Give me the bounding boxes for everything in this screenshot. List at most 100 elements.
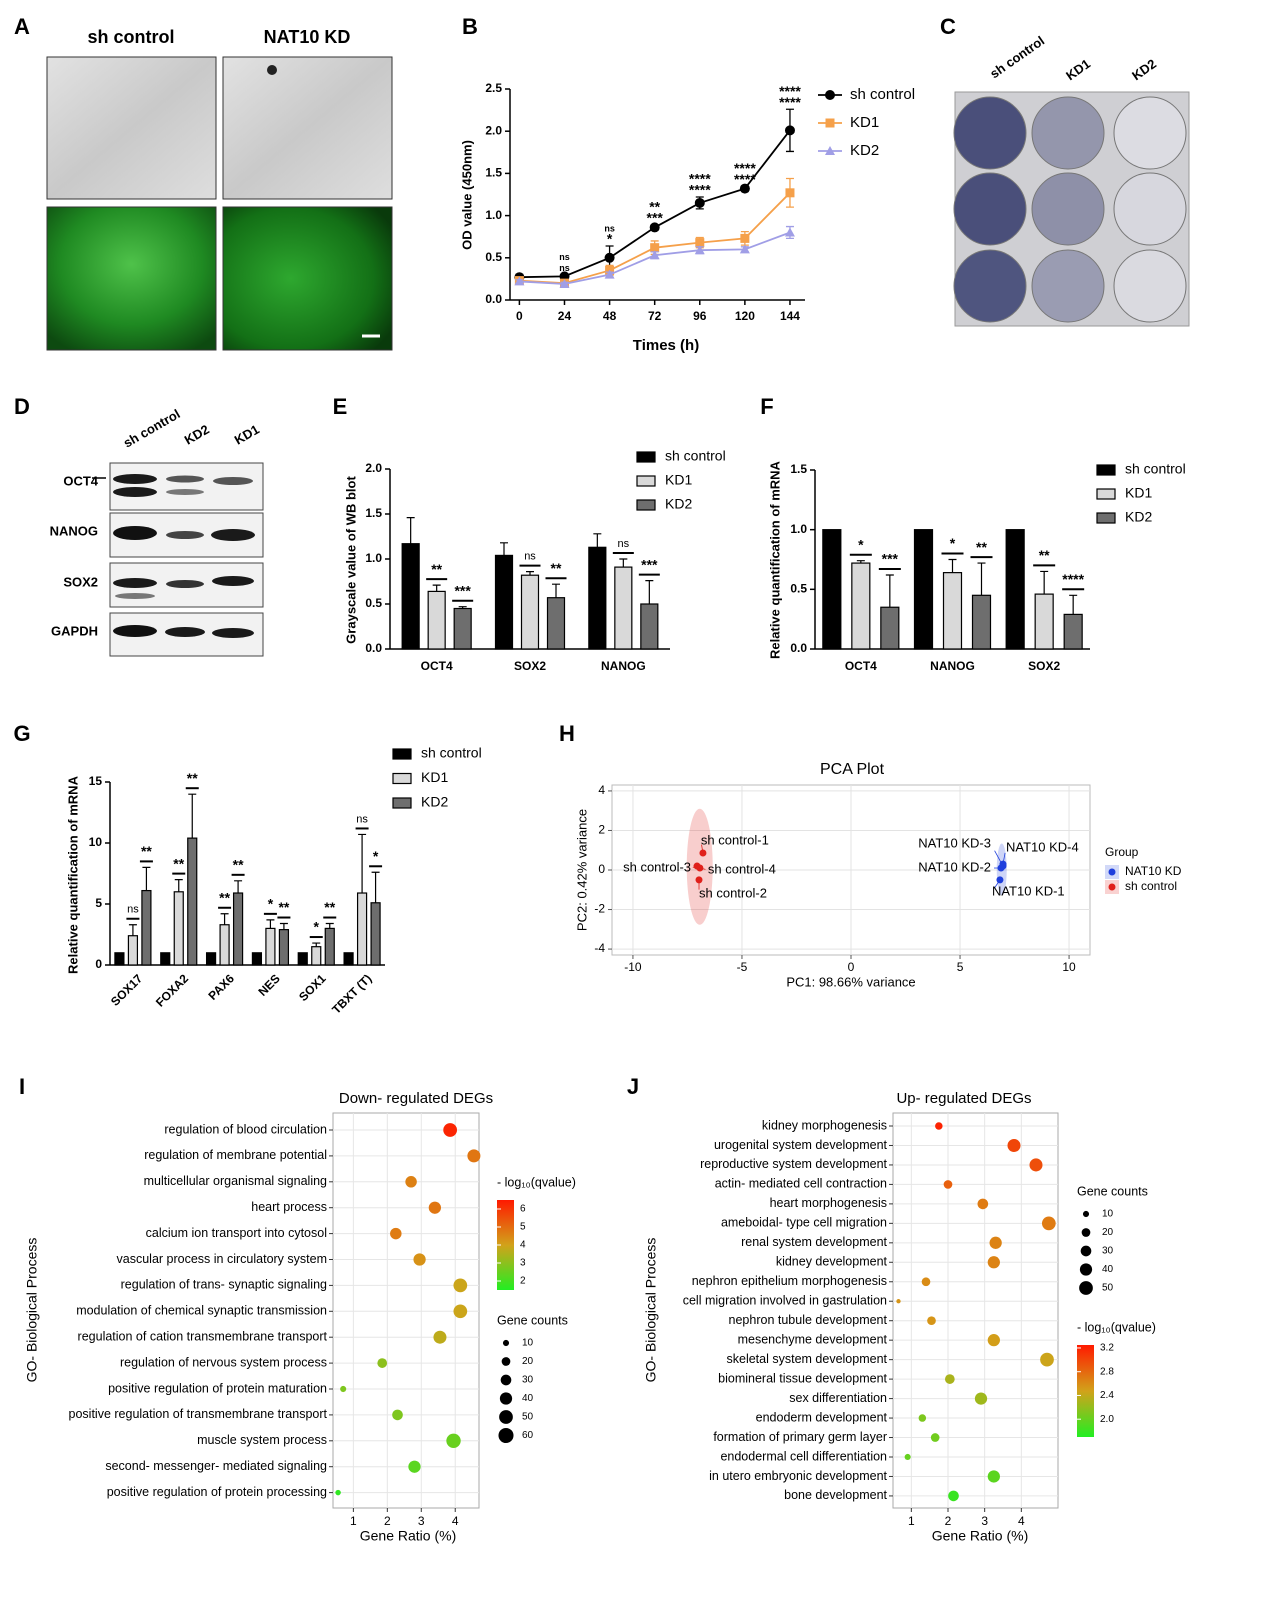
bubble bbox=[433, 1330, 447, 1344]
bar bbox=[1034, 593, 1054, 650]
y-tick-label: vascular process in circulatory system bbox=[117, 1252, 327, 1266]
bubble bbox=[977, 1198, 989, 1210]
bubble bbox=[944, 1374, 955, 1384]
y-tick-label: 2 bbox=[598, 823, 605, 837]
bar bbox=[356, 892, 368, 966]
size-legend-label: 60 bbox=[522, 1430, 534, 1441]
size-legend-marker bbox=[499, 1410, 513, 1424]
bar bbox=[251, 952, 263, 966]
column-label: sh control bbox=[87, 27, 174, 47]
y-tick-label: 2.0 bbox=[485, 123, 502, 137]
legend-label: KD1 bbox=[1125, 485, 1152, 501]
y-tick-label: in utero embryonic development bbox=[709, 1469, 887, 1483]
legend-swatch bbox=[636, 499, 656, 511]
y-tick-label: 0.5 bbox=[365, 596, 382, 610]
legend-swatch bbox=[1096, 512, 1116, 524]
label-leader bbox=[1002, 852, 1006, 865]
y-axis-label: Grayscale value of WB blot bbox=[343, 476, 358, 644]
significance-label: ** bbox=[1039, 547, 1050, 563]
legend-label: sh control bbox=[1125, 879, 1177, 893]
label-leader bbox=[692, 865, 698, 868]
significance-label: * bbox=[607, 231, 613, 247]
panel-label: J bbox=[627, 1074, 639, 1099]
error-bar bbox=[552, 583, 560, 598]
y-tick-label: reproductive system development bbox=[700, 1157, 887, 1171]
significance-label: **** bbox=[779, 94, 801, 110]
y-tick-label: regulation of trans- synaptic signaling bbox=[121, 1278, 327, 1292]
bar bbox=[205, 952, 217, 966]
error-bar bbox=[312, 942, 321, 947]
y-tick-label: kidney development bbox=[776, 1255, 888, 1269]
marker bbox=[739, 183, 750, 194]
bubble bbox=[392, 1409, 403, 1421]
y-tick-label: heart morphogenesis bbox=[770, 1196, 887, 1210]
significance-label: ** bbox=[551, 560, 562, 576]
color-tick-label: 3 bbox=[520, 1258, 526, 1269]
error-bar bbox=[128, 924, 137, 936]
y-tick-label: regulation of membrane potential bbox=[144, 1148, 327, 1162]
x-tick-label: NANOG bbox=[930, 659, 975, 673]
bar bbox=[127, 935, 139, 966]
significance-label: * bbox=[268, 896, 274, 912]
significance-label: ns bbox=[604, 223, 615, 233]
bar bbox=[232, 892, 244, 966]
bubble bbox=[453, 1304, 468, 1319]
significance-label: **** bbox=[1062, 571, 1084, 587]
error-bar bbox=[174, 879, 183, 892]
column-label: KD1 bbox=[232, 422, 262, 448]
y-tick-label: bone development bbox=[784, 1488, 887, 1502]
bubble bbox=[989, 1236, 1002, 1249]
size-legend-marker bbox=[1079, 1281, 1093, 1295]
bubble bbox=[987, 1256, 1000, 1269]
y-tick-label: -2 bbox=[594, 902, 605, 916]
legend-swatch bbox=[392, 748, 412, 760]
error-bar bbox=[856, 560, 865, 564]
row-label: OCT4 bbox=[63, 473, 98, 488]
y-axis-label: OD value (450nm) bbox=[459, 140, 474, 250]
bar bbox=[114, 952, 125, 966]
legend-swatch bbox=[392, 772, 412, 785]
point-label: NAT10 KD-2 bbox=[918, 859, 991, 874]
y-tick-label: 0 bbox=[95, 957, 102, 971]
y-tick-label: mesenchyme development bbox=[738, 1332, 888, 1346]
bar bbox=[851, 562, 871, 650]
marker bbox=[740, 233, 750, 243]
size-legend-marker bbox=[1079, 1263, 1093, 1276]
point-label: sh control-3 bbox=[623, 859, 691, 874]
y-tick-label: 1.5 bbox=[790, 462, 807, 476]
marker bbox=[514, 276, 525, 286]
bubble bbox=[467, 1149, 481, 1163]
y-tick-label: heart process bbox=[251, 1200, 327, 1214]
size-legend-marker bbox=[502, 1339, 510, 1347]
bar bbox=[401, 543, 420, 650]
marker bbox=[650, 243, 660, 253]
color-tick-label: 6 bbox=[520, 1204, 526, 1215]
y-tick-label: 4 bbox=[598, 783, 605, 797]
significance-label: ns bbox=[356, 813, 368, 825]
x-tick-label: OCT4 bbox=[845, 659, 877, 673]
column-label: KD1 bbox=[1063, 56, 1093, 83]
panel-label: I bbox=[19, 1074, 25, 1099]
y-tick-label: biomineral tissue development bbox=[718, 1371, 887, 1385]
error-bar bbox=[526, 571, 534, 576]
point-label: sh control-2 bbox=[699, 885, 767, 900]
bar bbox=[913, 529, 934, 650]
bar bbox=[453, 607, 472, 650]
legend-label: KD2 bbox=[665, 496, 692, 512]
marker bbox=[649, 222, 660, 233]
y-tick-label: skeletal system development bbox=[727, 1352, 888, 1366]
error-bar bbox=[279, 922, 288, 930]
western-blot bbox=[92, 462, 264, 657]
size-legend-label: 40 bbox=[1102, 1264, 1114, 1275]
y-tick-label: nephron epithelium morphogenesis bbox=[692, 1274, 887, 1288]
bubble bbox=[896, 1299, 901, 1304]
y-tick-label: urogenital system development bbox=[714, 1138, 888, 1152]
significance-label: ** bbox=[187, 770, 198, 786]
legend-label: sh control bbox=[665, 448, 726, 464]
x-tick-label: 5 bbox=[957, 960, 964, 974]
error-bar bbox=[619, 558, 628, 568]
significance-label: ns bbox=[559, 263, 570, 273]
error-bar bbox=[406, 517, 415, 544]
bar bbox=[173, 891, 184, 966]
y-tick-label: nephron tubule development bbox=[729, 1313, 888, 1327]
